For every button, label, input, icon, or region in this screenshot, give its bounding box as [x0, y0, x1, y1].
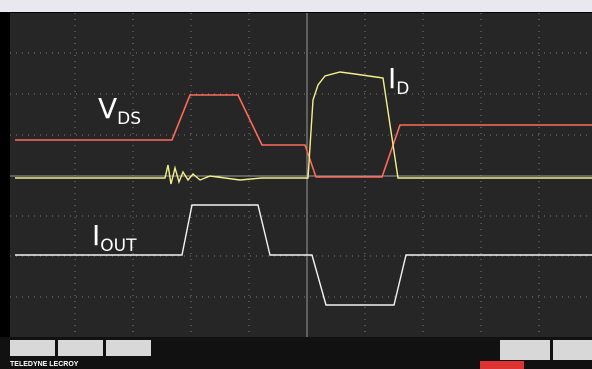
scope-screen: VDS ID IOUT TELEDYNE LECROY	[0, 0, 592, 369]
graticule-area	[10, 13, 592, 337]
brand: TELEDYNE LECROY	[10, 361, 79, 368]
top-strip	[0, 0, 592, 12]
badge	[480, 361, 524, 369]
